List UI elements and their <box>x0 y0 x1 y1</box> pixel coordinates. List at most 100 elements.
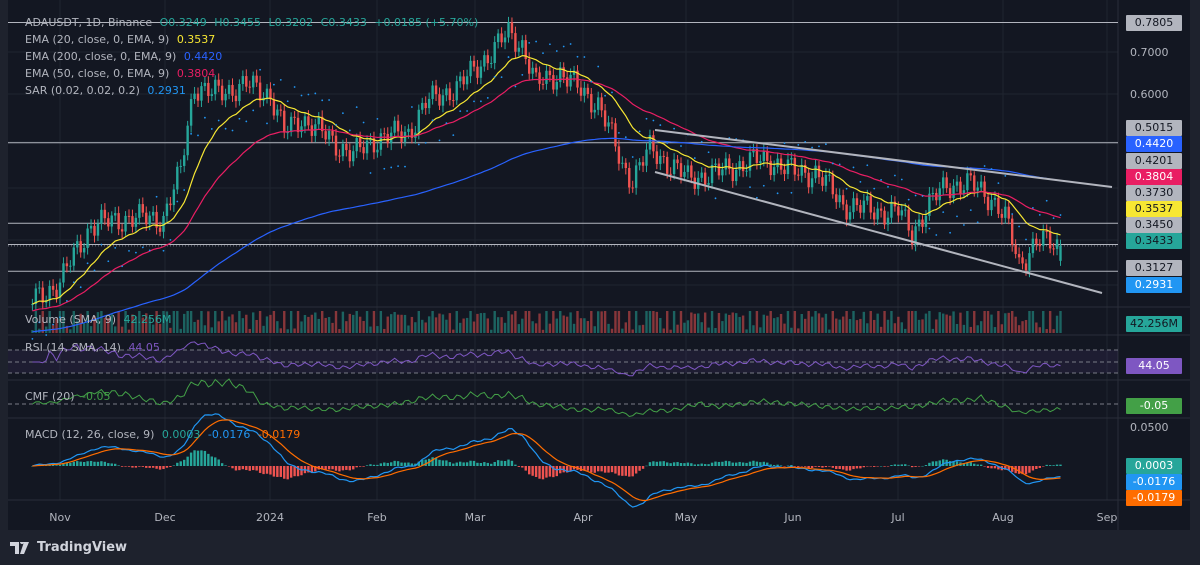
macd-histogram-bar <box>783 466 786 467</box>
macd-histogram-bar <box>45 465 48 466</box>
volume-bar <box>496 317 500 333</box>
volume-bar <box>372 311 376 333</box>
macd-histogram-bar <box>510 460 514 466</box>
candle <box>562 67 565 78</box>
candle <box>614 123 617 147</box>
candle <box>724 158 728 170</box>
sar-dot <box>652 119 655 122</box>
candle <box>110 215 113 227</box>
macd-histogram-bar <box>748 461 752 466</box>
volume-bar <box>379 311 383 333</box>
candle <box>748 152 752 171</box>
sar-dot <box>224 127 227 130</box>
candle <box>452 100 455 102</box>
macd-histogram-bar <box>721 461 724 466</box>
macd-histogram-bar <box>1004 466 1007 470</box>
macd-histogram-bar <box>631 466 634 477</box>
volume-bar <box>976 325 979 333</box>
macd-histogram-bar <box>410 463 414 466</box>
cmf-value: -0.05 <box>82 390 111 403</box>
volume-bar <box>141 317 144 333</box>
indicator-ema200[interactable]: EMA (200, close, 0, EMA, 9) 0.4420 <box>25 50 226 63</box>
macd-histogram-bar <box>127 466 131 467</box>
volume-bar <box>641 324 645 333</box>
volume-bar <box>521 318 524 333</box>
candle <box>666 156 669 174</box>
volume-bar <box>752 325 755 333</box>
sar-dot <box>259 68 261 71</box>
volume-bar <box>790 327 793 333</box>
pane-value-label: 0.0003 <box>1126 458 1182 474</box>
macd-histogram-bar <box>434 457 438 466</box>
macd-histogram-bar <box>714 461 717 466</box>
chart-area[interactable]: ADAUSDT, 1D, Binance O0.3249 H0.3455 L0.… <box>8 0 1190 530</box>
macd-histogram-bar <box>165 466 169 468</box>
macd-histogram-bar <box>555 466 558 477</box>
candle <box>662 155 665 157</box>
indicator-ema20[interactable]: EMA (20, close, 0, EMA, 9) 0.3537 <box>25 33 219 46</box>
volume-bar <box>465 317 469 333</box>
sar-dot <box>776 192 779 195</box>
volume-bar <box>993 327 997 333</box>
volume-bar <box>421 319 424 333</box>
candle <box>238 84 241 102</box>
volume-legend[interactable]: Volume (SMA, 9) 42.256M <box>25 313 175 326</box>
sar-dot <box>576 55 579 58</box>
volume-bar <box>531 321 534 333</box>
volume-bar <box>534 323 538 333</box>
macd-histogram-bar <box>507 459 510 466</box>
candle <box>583 87 586 96</box>
candle <box>797 174 800 176</box>
sar-dot <box>942 211 945 214</box>
volume-bar <box>990 314 993 333</box>
sar-dot <box>618 131 620 134</box>
macd-histogram-bar <box>797 466 800 467</box>
volume-bar <box>528 311 531 333</box>
macd-histogram-bar <box>976 464 979 466</box>
rsi-legend[interactable]: RSI (14, SMA, 14) 44.05 <box>25 341 164 354</box>
volume-bar <box>114 326 117 333</box>
macd-histogram-bar <box>345 466 348 470</box>
candle <box>279 109 282 111</box>
indicator-sar[interactable]: SAR (0.02, 0.02, 0.2) 0.2931 <box>25 84 190 97</box>
candle <box>1031 238 1035 254</box>
volume-bar <box>838 319 841 333</box>
macd-histogram-bar <box>200 450 203 466</box>
macd-hist-value: 0.0003 <box>161 428 201 441</box>
candle <box>679 163 683 177</box>
macd-histogram-bar <box>724 460 728 466</box>
volume-bar <box>617 311 621 333</box>
volume-bar <box>148 317 151 333</box>
candle <box>883 210 886 225</box>
volume-bar <box>376 326 379 333</box>
volume-bar <box>593 326 596 333</box>
macd-histogram-bar <box>390 462 393 466</box>
candle <box>303 116 307 127</box>
macd-histogram-bar <box>666 462 669 466</box>
volume-bar <box>952 311 955 333</box>
sar-dot <box>1059 214 1062 216</box>
macd-histogram-bar <box>679 463 683 466</box>
volume-bar <box>962 324 966 333</box>
price-label: 0.3450 <box>1126 217 1182 233</box>
sar-dot <box>887 185 889 188</box>
volume-bar <box>897 316 900 333</box>
indicator-label: EMA (200, close, 0, EMA, 9) <box>25 50 177 63</box>
candle <box>600 97 603 111</box>
sar-dot <box>645 117 648 120</box>
macd-histogram-bar <box>352 466 355 470</box>
indicator-ema50[interactable]: EMA (50, close, 0, EMA, 9) 0.3804 <box>25 67 219 80</box>
macd-histogram-bar <box>735 462 738 466</box>
candle <box>341 144 345 157</box>
cmf-legend[interactable]: CMF (20) -0.05 <box>25 390 115 403</box>
candle <box>58 282 62 298</box>
candle <box>628 168 631 188</box>
macd-histogram-bar <box>321 466 324 470</box>
macd-legend[interactable]: MACD (12, 26, close, 9) 0.0003 -0.0176 -… <box>25 428 304 441</box>
candle <box>331 130 334 136</box>
sar-dot <box>963 224 965 226</box>
tradingview-logo[interactable]: TradingView <box>10 540 127 555</box>
volume-bar <box>890 311 893 333</box>
candle <box>979 181 983 188</box>
chart-canvas[interactable] <box>8 0 1190 530</box>
